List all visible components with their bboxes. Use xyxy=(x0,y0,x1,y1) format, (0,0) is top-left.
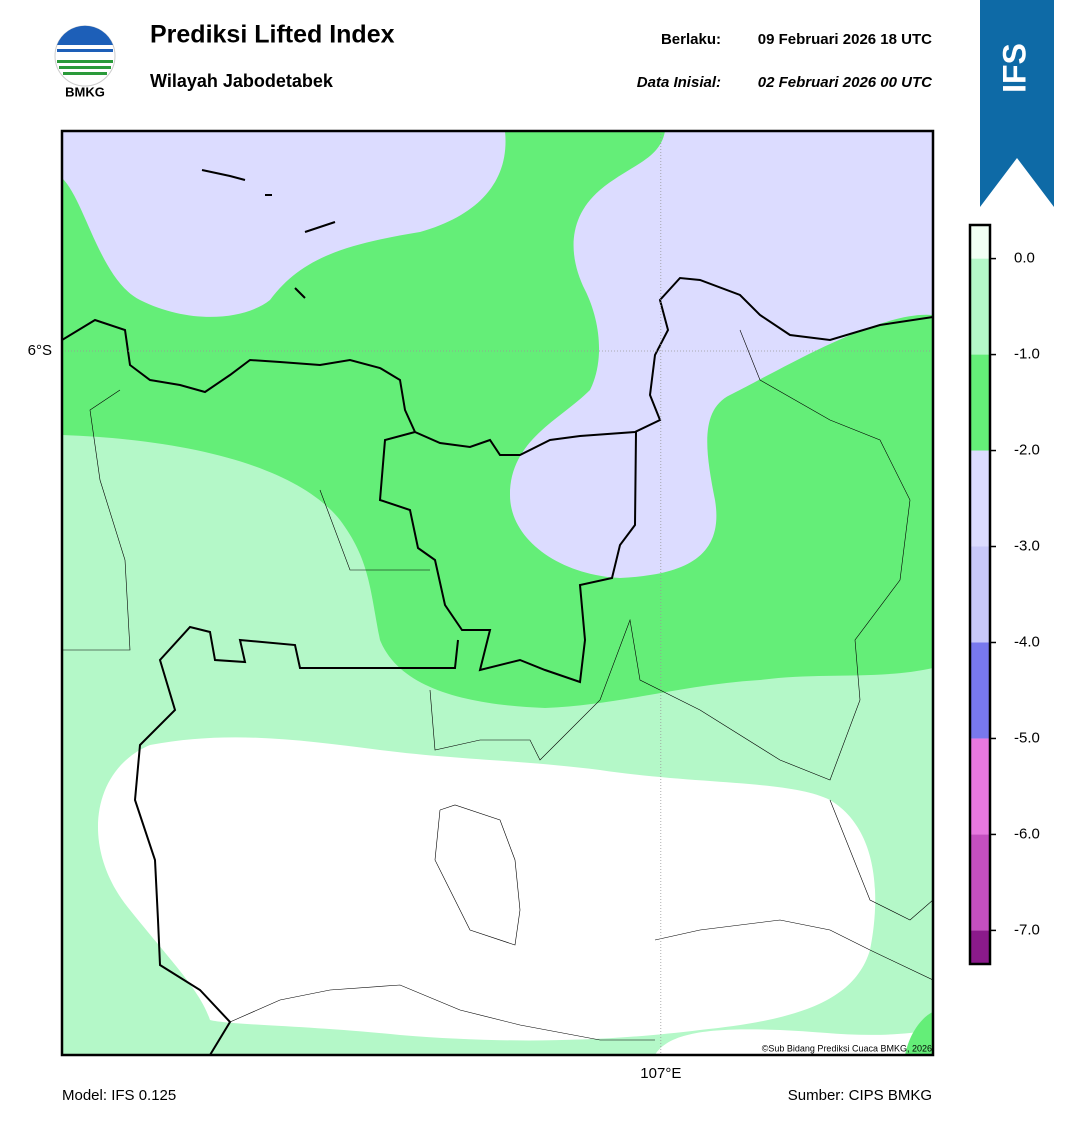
graticule: 107°E 6°S xyxy=(28,131,933,1082)
x-tick-label: 107°E xyxy=(640,1065,681,1082)
init-time: 02 Februari 2026 00 UTC xyxy=(758,74,933,91)
province-border xyxy=(378,431,637,684)
y-tick-label: 6°S xyxy=(28,342,52,359)
district-border xyxy=(62,329,933,1041)
subtitle: Wilayah Jabodetabek xyxy=(150,71,334,91)
island xyxy=(201,169,336,299)
model: Model: IFS 0.125 xyxy=(62,1087,176,1104)
field-lavender xyxy=(62,131,506,317)
source: Sumber: CIPS BMKG xyxy=(788,1087,932,1104)
colorbar: 0.0 -1.0 -2.0 -3.0 -4.0 -5.0 -6.0 -7.0 xyxy=(968,223,1040,966)
coastline xyxy=(62,276,933,456)
logo-text: BMKG xyxy=(65,84,105,99)
colorbar-segment xyxy=(970,258,990,355)
colorbar-segment xyxy=(970,354,990,451)
badge-text: IFS xyxy=(996,43,1032,93)
colorbar-tick-label: -4.0 xyxy=(1014,633,1040,650)
init-label: Data Inisial: xyxy=(637,74,721,91)
colorbar-segment xyxy=(970,546,990,643)
colorbar-tick-label: -5.0 xyxy=(1014,729,1040,746)
colorbar-tick-label: -3.0 xyxy=(1014,537,1040,554)
colorbar-segment xyxy=(970,642,990,739)
field-white xyxy=(97,737,876,1041)
field-white xyxy=(655,1029,933,1055)
map-frame xyxy=(60,129,935,1057)
valid-time: 09 Februari 2026 18 UTC xyxy=(758,31,932,48)
map-fields xyxy=(62,131,933,1055)
colorbar-segment xyxy=(970,834,990,931)
colorbar-segment xyxy=(970,450,990,547)
colorbar-tick-label: 0.0 xyxy=(1014,250,1035,267)
colorbar-frame xyxy=(968,223,992,966)
colorbar-tick-label: -6.0 xyxy=(1014,825,1040,842)
colorbar-segment xyxy=(970,225,990,259)
field-green xyxy=(905,1012,933,1055)
colorbar-tick-label: -7.0 xyxy=(1014,921,1040,938)
valid-label: Berlaku: xyxy=(661,31,721,48)
province-border xyxy=(133,625,459,1055)
colorbar-segment xyxy=(970,738,990,835)
colorbar-tick-label: -2.0 xyxy=(1014,442,1040,459)
copyright: ©Sub Bidang Prediksi Cuaca BMKG, 2026 xyxy=(762,1043,932,1053)
bmkg-logo: BMKG xyxy=(54,25,116,99)
badge xyxy=(980,0,1054,207)
colorbar-segment xyxy=(970,930,990,964)
field-lavender xyxy=(510,131,933,578)
colorbar-tick-label: -1.0 xyxy=(1014,346,1040,363)
title: Prediksi Lifted Index xyxy=(150,21,395,49)
